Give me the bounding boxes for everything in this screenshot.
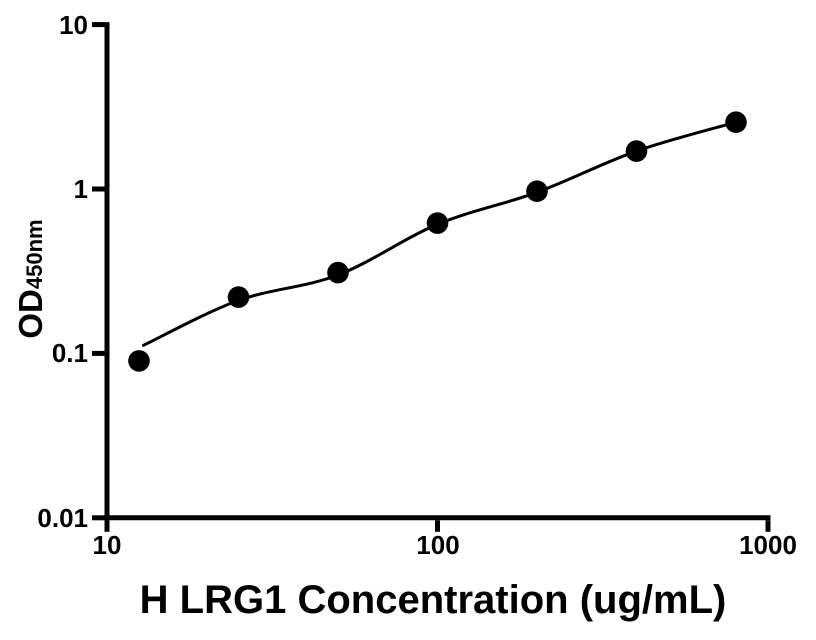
x-tick-label-100: 100: [416, 530, 460, 560]
y-tick-label-10: 10: [59, 10, 88, 40]
data-point-1: [128, 350, 150, 372]
y-axis-title: OD450nm: [8, 79, 54, 479]
x-axis-title: H LRG1 Concentration (ug/mL): [139, 578, 727, 622]
y-tick-label-0-01: 0.01: [37, 503, 88, 533]
y-axis-title-subscript: 450nm: [22, 219, 47, 290]
data-point-4: [426, 212, 449, 234]
data-point-3: [327, 261, 349, 284]
y-tick-label-1: 1: [73, 174, 88, 204]
x-tick-label-1000: 1000: [739, 530, 797, 560]
y-tick-label-0-1: 0.1: [51, 338, 88, 368]
y-axis-title-main: OD: [12, 289, 49, 339]
fitted-curve: [142, 120, 738, 347]
data-point-2: [227, 286, 250, 308]
data-point-7: [725, 111, 747, 133]
data-point-5: [526, 180, 548, 202]
x-tick-label-10: 10: [92, 530, 122, 560]
data-point-6: [625, 140, 648, 162]
